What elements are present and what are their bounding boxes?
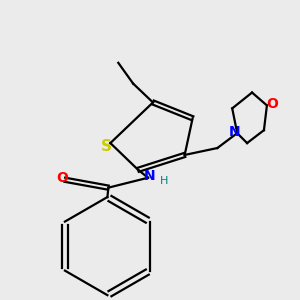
Text: N: N bbox=[228, 125, 240, 139]
Text: O: O bbox=[56, 171, 68, 185]
Text: S: S bbox=[100, 139, 111, 154]
Text: N: N bbox=[144, 169, 155, 183]
Text: H: H bbox=[160, 176, 169, 186]
Text: O: O bbox=[266, 97, 278, 111]
